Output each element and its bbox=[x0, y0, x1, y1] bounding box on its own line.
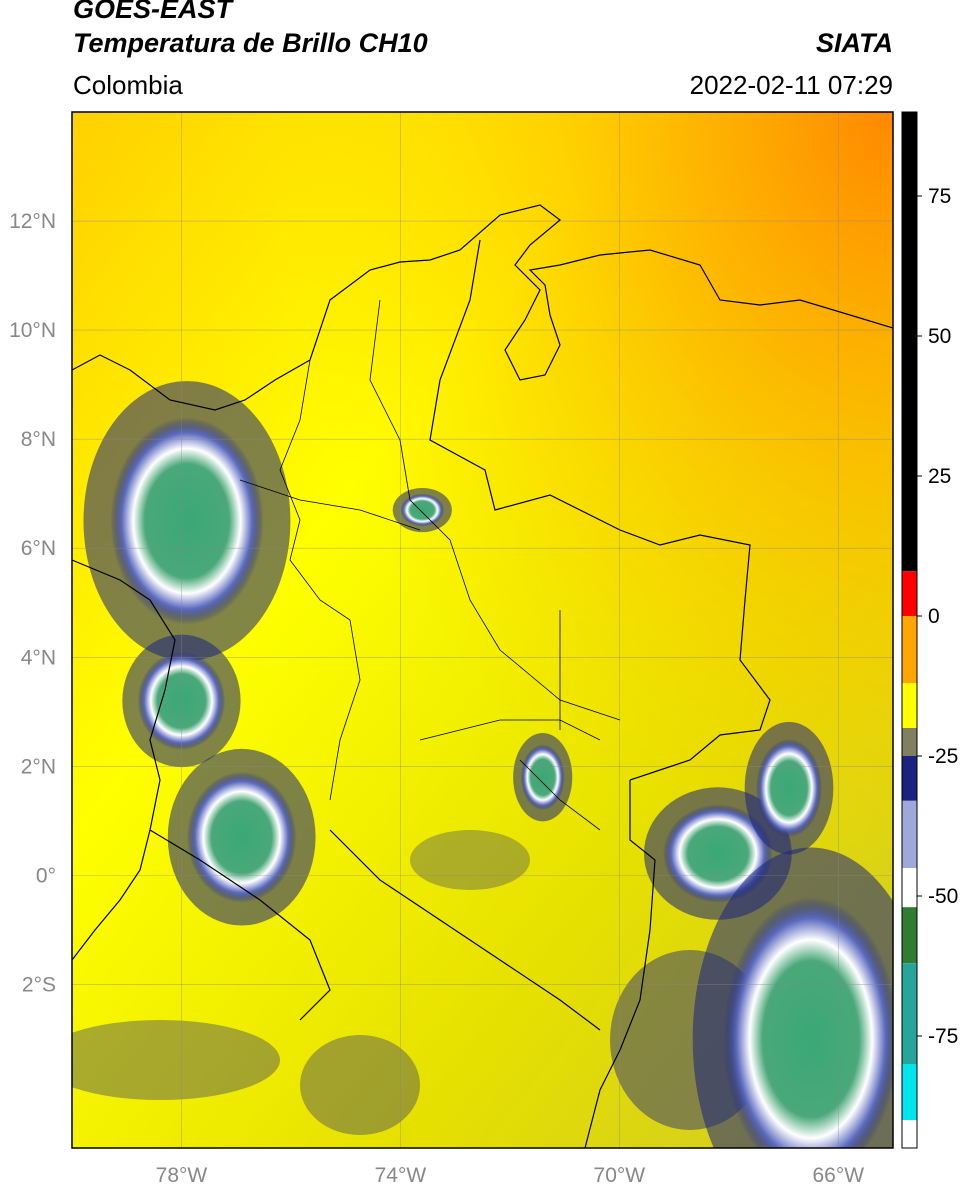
colorbar: 75 50 25 0 -25 -50 -75 bbox=[901, 111, 958, 1149]
colorbar-tick-label: 25 bbox=[928, 465, 951, 488]
colorbar-segment bbox=[902, 571, 917, 616]
cloud-core bbox=[756, 739, 822, 838]
colorbar-tick-label: 0 bbox=[928, 605, 940, 628]
longitude-labels: 78°W 74°W 70°W 66°W bbox=[156, 1164, 865, 1187]
colorbar-segment bbox=[902, 728, 917, 756]
colorbar-tick-label: 50 bbox=[928, 325, 951, 348]
lat-tick-label: 0° bbox=[36, 864, 56, 887]
lon-tick-label: 66°W bbox=[812, 1164, 864, 1187]
lon-tick-label: 70°W bbox=[594, 1164, 646, 1187]
cold-band bbox=[72, 1020, 280, 1100]
cloud-systems bbox=[83, 381, 893, 1148]
cold-band bbox=[410, 830, 530, 890]
lat-tick-label: 12°N bbox=[9, 210, 56, 233]
organization-label: SIATA bbox=[816, 28, 893, 58]
colorbar-segment bbox=[902, 112, 917, 572]
lat-tick-label: 2°S bbox=[22, 973, 56, 996]
coastlines-and-borders bbox=[72, 204, 893, 1148]
colorbar-tick-label: -25 bbox=[928, 745, 958, 768]
colorbar-segment bbox=[902, 1120, 917, 1148]
colorbar-segment bbox=[902, 683, 917, 728]
product-title: Temperatura de Brillo CH10 bbox=[73, 28, 428, 58]
cloud-core bbox=[186, 771, 297, 903]
cold-band bbox=[300, 1035, 420, 1135]
colorbar-segment bbox=[902, 963, 917, 1064]
region-label: Colombia bbox=[73, 70, 183, 100]
lat-tick-label: 8°N bbox=[21, 428, 56, 451]
cloud-core bbox=[663, 804, 773, 903]
lon-tick-label: 78°W bbox=[156, 1164, 208, 1187]
ecuador-border bbox=[149, 829, 331, 1021]
pacific-coastline bbox=[72, 559, 176, 961]
cloud-core bbox=[723, 897, 893, 1148]
datetime-label: 2022-02-11 07:29 bbox=[689, 70, 893, 100]
lat-tick-label: 4°N bbox=[21, 646, 56, 669]
caribbean-coastline bbox=[72, 204, 893, 411]
latitude-labels: 12°N 10°N 8°N 6°N 4°N 2°N 0° 2°S bbox=[9, 210, 56, 996]
colorbar-segment bbox=[902, 907, 917, 964]
map-frame bbox=[71, 111, 894, 1149]
colombia-peru-border bbox=[329, 829, 601, 1031]
lat-tick-label: 6°N bbox=[21, 537, 56, 560]
gridlines bbox=[72, 112, 893, 1148]
colorbar-segment bbox=[902, 868, 917, 908]
colorbar-tick-label: -75 bbox=[928, 1025, 958, 1048]
colorbar-tick-label: -50 bbox=[928, 885, 958, 908]
lat-tick-label: 10°N bbox=[9, 319, 56, 342]
cloud-core bbox=[110, 417, 264, 625]
lon-tick-label: 74°W bbox=[375, 1164, 427, 1187]
map-area bbox=[72, 112, 893, 1148]
colorbar-segment bbox=[902, 1064, 917, 1120]
satellite-title: GOES-EAST bbox=[73, 0, 233, 24]
internal-boundaries bbox=[239, 299, 621, 831]
cloud-core bbox=[400, 493, 445, 527]
colorbar-segment bbox=[902, 616, 917, 684]
colorbar-segment bbox=[902, 756, 917, 801]
lat-tick-label: 2°N bbox=[21, 755, 56, 778]
colombia-brazil-border bbox=[584, 780, 656, 1148]
cloud-core bbox=[520, 744, 565, 810]
colorbar-tick-label: 75 bbox=[928, 185, 951, 208]
colorbar-segment bbox=[902, 800, 917, 868]
colorbar-frame bbox=[901, 111, 918, 1149]
colombia-venezuela-border bbox=[429, 239, 771, 781]
